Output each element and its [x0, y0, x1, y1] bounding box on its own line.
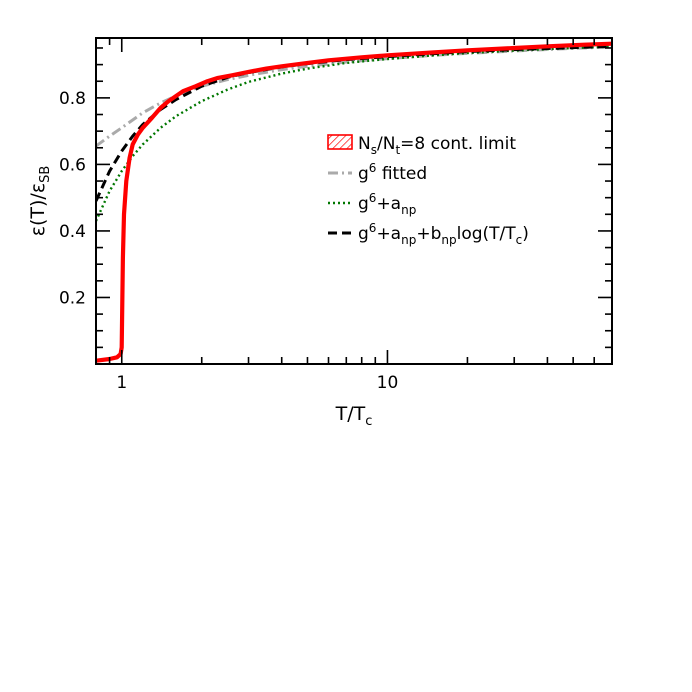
legend-swatch-1 — [327, 134, 353, 150]
x-axis-title-sub: c — [365, 414, 372, 429]
y-tick-label: 0.8 — [59, 89, 86, 109]
series-line-2 — [96, 45, 612, 148]
plot-frame — [95, 37, 613, 365]
series-line-1 — [96, 41, 612, 363]
y-tick-label: 0.4 — [59, 222, 86, 242]
series-line-4 — [96, 44, 612, 202]
x-tick-label: 1 — [116, 373, 127, 393]
y-axis-title-sub: SB — [38, 166, 53, 183]
legend: Ns​/Nt​=8 cont. limit g6​ fitted g6​+anp​ g… — [327, 134, 529, 247]
ticks-layer — [95, 38, 613, 364]
x-tick-label: 10 — [377, 373, 399, 393]
legend-entry-3: g6​+anp​ — [358, 191, 416, 217]
y-tick-label: 0.6 — [59, 155, 86, 175]
labels-layer: 1 10 0.2 0.4 0.6 0.8 — [59, 89, 398, 393]
legend-entry-4: g6​+anp​+bnp​log(T/Tc​) — [358, 221, 529, 247]
y-axis-title: ε(T)/εSB — [27, 166, 53, 237]
series-line-3 — [96, 45, 612, 222]
y-tick-label: 0.2 — [59, 288, 86, 308]
legend-entry-1: Ns​/Nt​=8 cont. limit — [358, 134, 516, 157]
series-layer — [96, 41, 612, 363]
legend-entry-2: g6​ fitted — [358, 161, 427, 184]
x-axis-title: T/Tc — [335, 403, 373, 429]
